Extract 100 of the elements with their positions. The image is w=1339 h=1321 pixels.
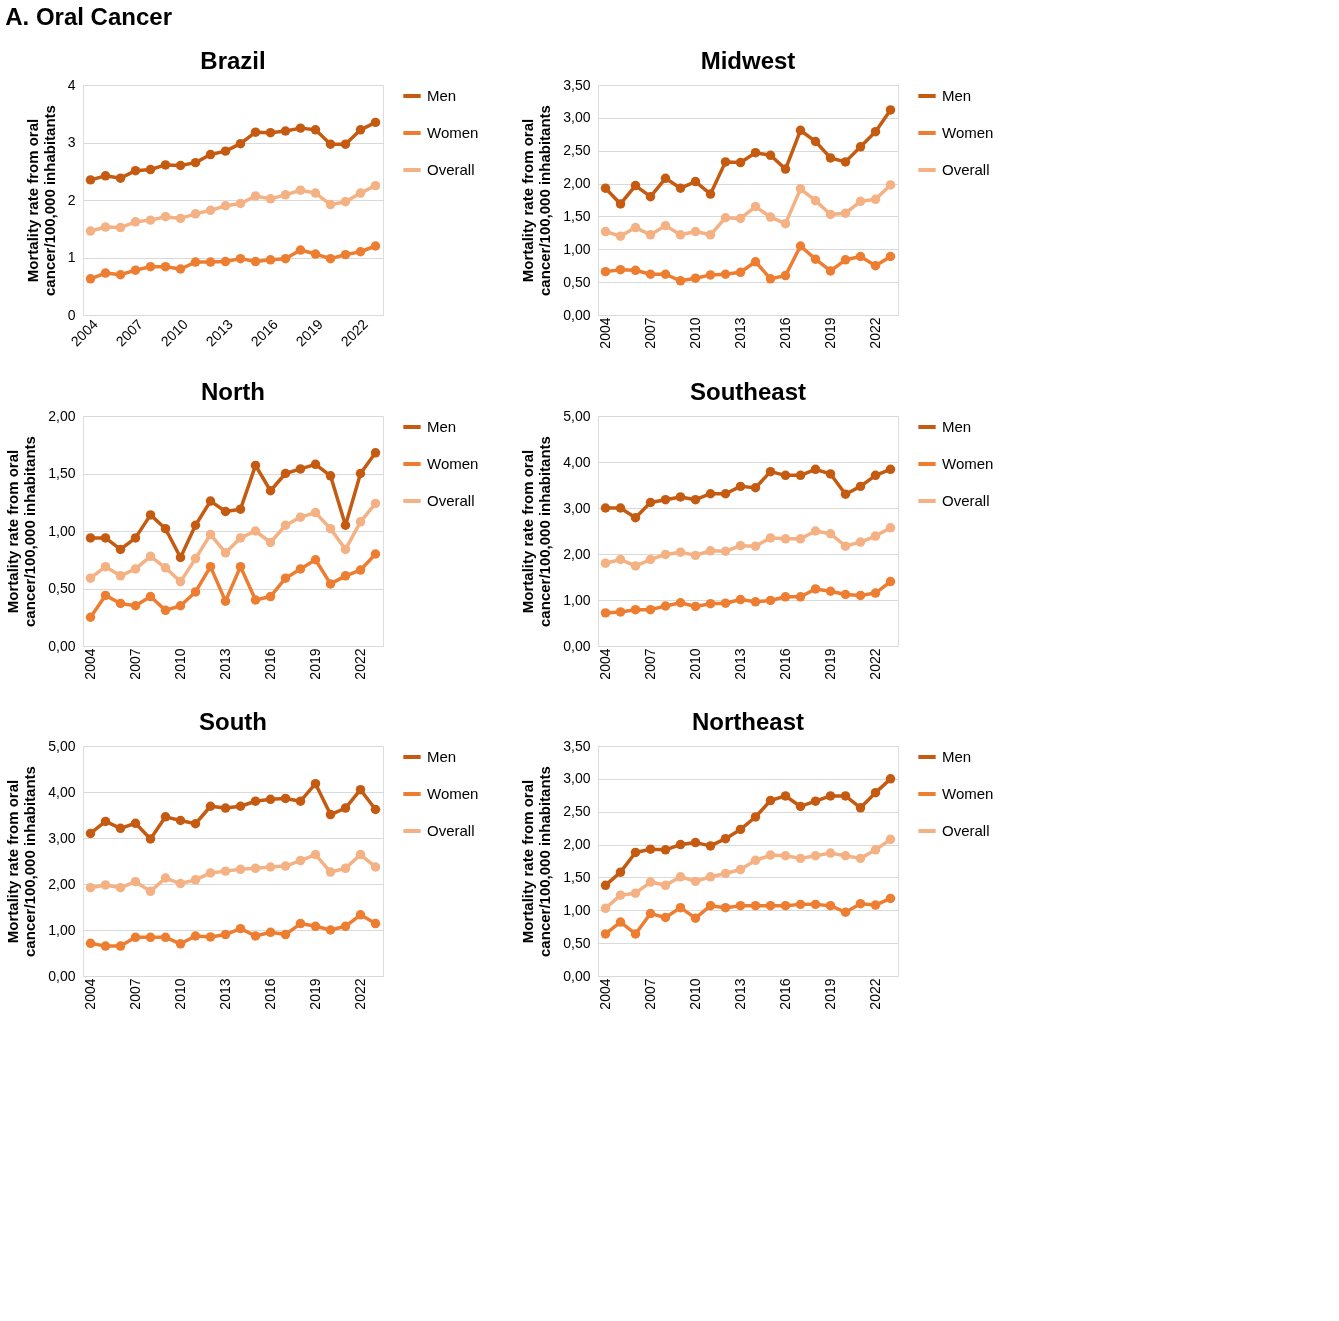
point [235, 801, 246, 811]
point [265, 537, 276, 548]
point [85, 226, 96, 236]
point [645, 604, 656, 615]
point [675, 598, 686, 608]
point [205, 149, 216, 160]
point [295, 918, 306, 929]
point [840, 907, 851, 917]
point [175, 576, 186, 587]
point [840, 208, 851, 218]
point [690, 876, 701, 887]
point [265, 255, 276, 265]
point [250, 191, 261, 201]
point [295, 564, 306, 574]
point [85, 175, 96, 185]
point [795, 801, 806, 812]
point [840, 489, 851, 499]
point [175, 160, 186, 171]
point [190, 553, 201, 564]
point [370, 804, 381, 815]
point [250, 127, 261, 137]
point [840, 791, 851, 801]
point [765, 274, 776, 284]
point [720, 868, 731, 879]
point [205, 932, 216, 942]
point [675, 492, 686, 502]
point [340, 520, 351, 530]
point [795, 184, 806, 194]
point [870, 588, 881, 598]
point [340, 921, 351, 932]
y-axis-title: Mortality rate from oral cancer/100,000 inhabitants [4, 436, 39, 627]
point [160, 873, 171, 883]
point [630, 929, 641, 939]
y-tick-label: 3,00 [563, 109, 591, 126]
point [630, 512, 641, 523]
point [340, 139, 351, 149]
point [130, 932, 141, 943]
point [780, 164, 791, 174]
point [265, 194, 276, 204]
point [280, 253, 291, 264]
point [885, 464, 896, 475]
point [705, 598, 716, 609]
legend-label: Overall [427, 822, 475, 839]
point [600, 608, 611, 618]
x-tick-label: 2016 [777, 317, 793, 349]
point [690, 226, 701, 237]
x-tick-label: 2013 [217, 648, 233, 680]
point [310, 125, 321, 135]
legend-label: Men [427, 748, 457, 765]
point [145, 510, 156, 520]
point [325, 867, 336, 877]
point [765, 850, 776, 860]
x-tick-label: 2022 [352, 648, 368, 680]
point [795, 853, 806, 864]
point [885, 180, 896, 190]
point [160, 261, 171, 272]
point [355, 468, 366, 479]
point [765, 900, 776, 911]
point [750, 597, 761, 607]
y-tick-label: 5,00 [48, 737, 76, 754]
point [885, 576, 896, 587]
point [205, 257, 216, 267]
point [235, 198, 246, 209]
point [855, 142, 866, 152]
point [690, 913, 701, 923]
point [325, 809, 336, 820]
point [175, 878, 186, 889]
x-tick-label: 2019 [822, 648, 838, 680]
point [675, 839, 686, 850]
y-tick-label: 4,00 [563, 453, 591, 470]
point [825, 791, 836, 801]
point [250, 526, 261, 536]
y-tick-label: 1,00 [563, 240, 591, 257]
point [825, 848, 836, 858]
point [660, 912, 671, 923]
point [235, 533, 246, 543]
point [370, 180, 381, 191]
point [115, 941, 126, 951]
y-tick-label: 0,50 [563, 934, 591, 951]
point [690, 494, 701, 505]
point [870, 845, 881, 855]
point [720, 833, 731, 844]
point [340, 803, 351, 813]
point [235, 561, 246, 572]
point [795, 470, 806, 481]
point [720, 157, 731, 167]
point [810, 136, 821, 147]
point [295, 512, 306, 522]
point [145, 215, 156, 225]
point [250, 863, 261, 874]
point [720, 546, 731, 556]
point [825, 266, 836, 276]
x-tick-label: 2013 [732, 648, 748, 680]
point [600, 903, 611, 914]
point [750, 201, 761, 212]
point [750, 147, 761, 158]
point [280, 929, 291, 940]
point [310, 778, 321, 789]
point [885, 523, 896, 533]
point [630, 265, 641, 276]
